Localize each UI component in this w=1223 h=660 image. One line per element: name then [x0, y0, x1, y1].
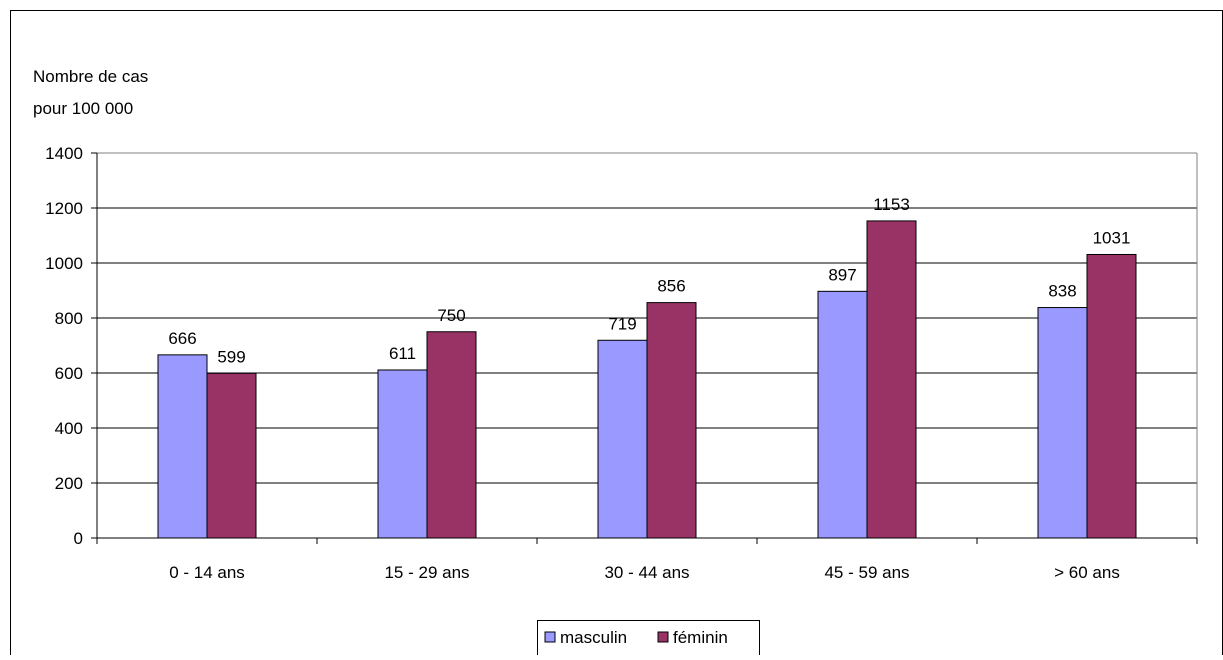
bar-masculin	[817, 290, 868, 539]
y-tick-label: 400	[55, 419, 83, 438]
bar-fminin	[206, 372, 257, 539]
y-axis-label-line-1: Nombre de cas	[33, 67, 148, 86]
bar-masculin	[597, 339, 648, 539]
bar-masculin	[157, 354, 208, 539]
y-tick-label: 1400	[45, 144, 83, 163]
x-tick-label: 45 - 59 ans	[824, 563, 909, 582]
legend-swatch-2	[657, 631, 669, 643]
y-axis-label-line-2: pour 100 000	[33, 99, 133, 118]
data-label: 611	[389, 344, 416, 363]
x-tick-label: 15 - 29 ans	[384, 563, 469, 582]
data-label: 666	[168, 329, 196, 348]
data-label: 1031	[1093, 228, 1131, 247]
y-tick-label: 600	[55, 364, 83, 383]
data-label: 750	[437, 306, 465, 325]
chart-border	[10, 10, 1223, 660]
x-tick-label: > 60 ans	[1054, 563, 1120, 582]
legend-label-2: féminin	[673, 628, 728, 647]
bar-fminin	[646, 302, 697, 539]
legend-box	[537, 620, 760, 656]
y-tick-label: 1200	[45, 199, 83, 218]
bar-masculin	[377, 369, 428, 539]
bar-fminin	[1086, 253, 1137, 539]
y-tick-label: 0	[74, 529, 83, 548]
legend-swatch-1	[544, 631, 556, 643]
data-label: 897	[828, 265, 856, 284]
data-label: 856	[657, 277, 685, 296]
data-label: 838	[1048, 282, 1076, 301]
bar-fminin	[866, 220, 917, 539]
legend-label-1: masculin	[560, 628, 627, 647]
x-tick-label: 0 - 14 ans	[169, 563, 245, 582]
y-tick-label: 1000	[45, 254, 83, 273]
y-tick-label: 200	[55, 474, 83, 493]
bar-fminin	[426, 331, 477, 539]
x-tick-label: 30 - 44 ans	[604, 563, 689, 582]
plot-area: 0 200 400 600 800 1000 1200 1400 0 - 14 ans 15 - …	[45, 144, 1198, 582]
data-label: 599	[217, 347, 245, 366]
legend: masculin féminin	[537, 620, 760, 656]
bar-masculin	[1037, 307, 1088, 539]
data-label: 1153	[873, 195, 910, 214]
data-label: 719	[608, 314, 636, 333]
y-tick-label: 800	[55, 309, 83, 328]
